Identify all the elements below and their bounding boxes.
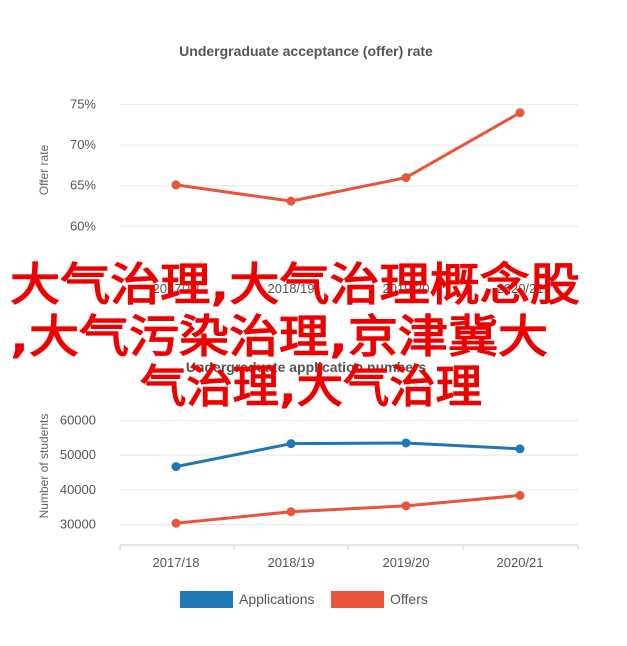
top-chart: Undergraduate acceptance (offer) rate Of… bbox=[37, 43, 578, 296]
x-tick-label: 2017/18 bbox=[153, 281, 200, 296]
y-tick-label: 50000 bbox=[60, 447, 96, 462]
bottom-chart-title: Undergraduate application numbers bbox=[186, 359, 427, 375]
top-chart-grid bbox=[120, 104, 578, 227]
y-tick-label: 65% bbox=[70, 178, 96, 193]
data-point[interactable] bbox=[286, 507, 296, 517]
data-point[interactable] bbox=[171, 462, 181, 472]
top-chart-y-ticks: 60% 65% 70% 75% bbox=[70, 97, 96, 234]
top-chart-title: Undergraduate acceptance (offer) rate bbox=[179, 43, 433, 59]
data-point[interactable] bbox=[515, 108, 525, 118]
series-line bbox=[175, 441, 521, 469]
series-line bbox=[175, 111, 521, 203]
legend-label-offers[interactable]: Offers bbox=[390, 591, 428, 607]
bottom-chart-y-axis-label: Number of students bbox=[37, 414, 51, 519]
x-tick-label: 2019/20 bbox=[383, 555, 430, 570]
legend-swatch-offers[interactable] bbox=[331, 591, 384, 608]
x-tick-label: 2018/19 bbox=[268, 281, 315, 296]
y-tick-label: 70% bbox=[70, 137, 96, 152]
overlay-line-1: 大气治理,大气治理概念股 bbox=[10, 258, 580, 311]
bottom-chart-x-axis bbox=[119, 544, 579, 550]
overlay-line-2: ,大气污染治理,京津冀大 bbox=[10, 310, 548, 363]
data-point[interactable] bbox=[401, 438, 411, 448]
overlay-text-block: 大气治理,大气治理概念股 ,大气污染治理,京津冀大 气治理,大气治理 bbox=[10, 258, 580, 413]
data-point[interactable] bbox=[515, 490, 525, 500]
bottom-chart-x-ticks: 2017/18 2018/19 2019/20 2020/21 bbox=[153, 555, 544, 570]
x-tick-label: 2017/18 bbox=[153, 555, 200, 570]
bottom-chart-y-ticks: 30000 40000 50000 60000 bbox=[60, 412, 96, 531]
x-tick-label: 2019/20 bbox=[383, 281, 430, 296]
y-tick-label: 60% bbox=[70, 218, 96, 233]
data-point[interactable] bbox=[401, 173, 411, 183]
bottom-chart-series bbox=[171, 438, 525, 528]
y-tick-label: 30000 bbox=[60, 517, 96, 532]
x-tick-label: 2020/21 bbox=[497, 555, 544, 570]
y-tick-label: 75% bbox=[70, 97, 96, 112]
chart-legend: Applications Offers bbox=[180, 591, 428, 608]
data-point[interactable] bbox=[171, 518, 181, 528]
series-line bbox=[175, 493, 521, 525]
data-point[interactable] bbox=[401, 501, 411, 511]
data-point[interactable] bbox=[286, 196, 296, 206]
bottom-chart-grid bbox=[120, 419, 578, 526]
overlay-line-3: 气治理,大气治理 bbox=[139, 360, 482, 413]
bottom-chart: Undergraduate application numbers Number… bbox=[37, 359, 579, 570]
legend-swatch-applications[interactable] bbox=[180, 591, 233, 608]
top-chart-series bbox=[171, 108, 525, 206]
legend-label-applications[interactable]: Applications bbox=[239, 591, 315, 607]
x-tick-label: 2018/19 bbox=[268, 555, 315, 570]
top-chart-x-ticks: 2017/18 2018/19 2019/20 2020/21 bbox=[153, 281, 544, 296]
y-tick-label: 60000 bbox=[60, 412, 96, 427]
y-tick-label: 40000 bbox=[60, 482, 96, 497]
top-chart-y-axis-label: Offer rate bbox=[37, 144, 51, 195]
data-point[interactable] bbox=[171, 180, 181, 190]
data-point[interactable] bbox=[286, 439, 296, 449]
data-point[interactable] bbox=[515, 444, 525, 454]
x-tick-label: 2020/21 bbox=[497, 281, 544, 296]
